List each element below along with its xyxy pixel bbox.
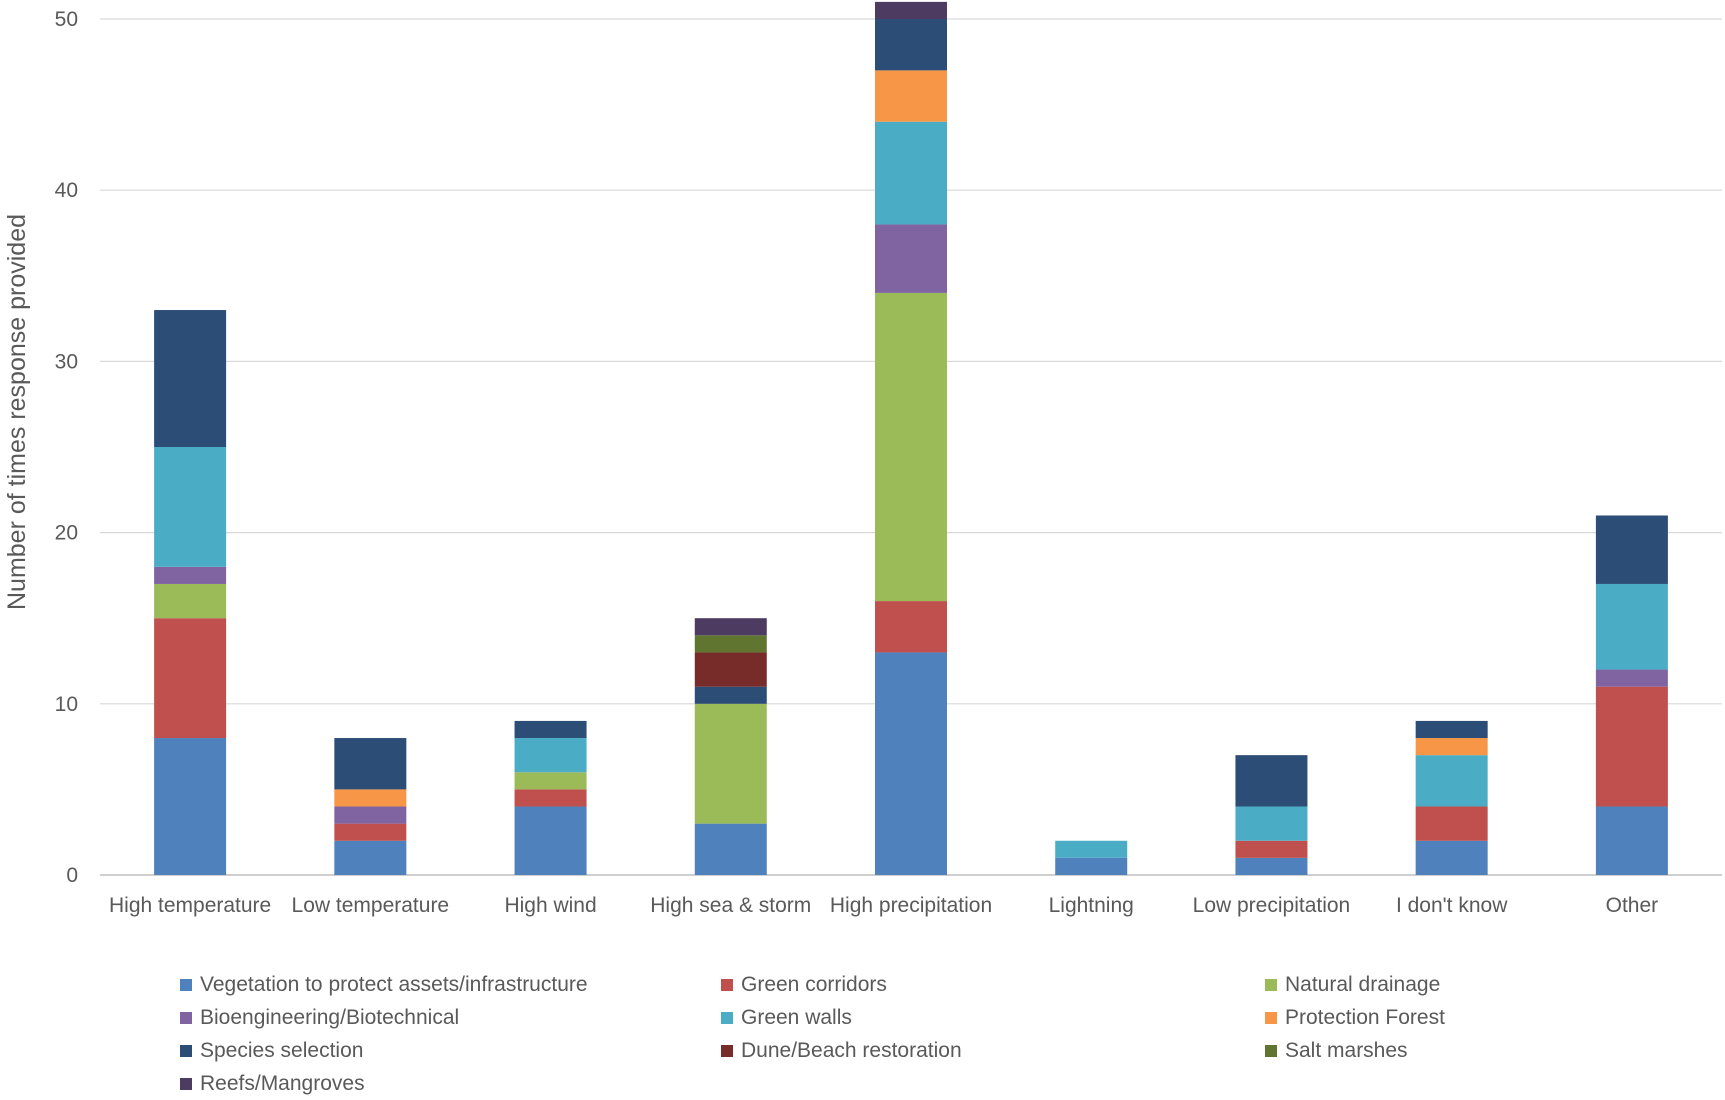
legend-item: Reefs/Mangroves xyxy=(180,1069,365,1099)
bar-segment xyxy=(1595,583,1668,670)
legend-swatch xyxy=(721,1045,733,1057)
bar-segment xyxy=(1055,857,1128,875)
bar-segment xyxy=(334,823,407,841)
stacked-bar-chart: 0 10 20 30 40 50 High temperature Low temperat… xyxy=(3,1,1722,917)
legend-label: Protection Forest xyxy=(1285,1006,1445,1029)
bar-segment xyxy=(875,652,947,875)
bar-segment xyxy=(334,789,407,807)
legend-swatch xyxy=(180,979,192,991)
bar-segment xyxy=(154,618,227,739)
legend-swatch xyxy=(1265,979,1277,991)
legend-item: Vegetation to protect assets/infrastruct… xyxy=(180,970,588,1000)
legend-label: Salt marshes xyxy=(1285,1039,1408,1062)
y-axis-label: Number of times response provided xyxy=(3,214,31,610)
bar-segment xyxy=(694,652,767,687)
bar-segment xyxy=(1415,806,1488,841)
x-tick-label: I don't know xyxy=(1396,894,1508,917)
bar-segment xyxy=(514,720,587,739)
bar-segment xyxy=(694,686,767,704)
bar-segment xyxy=(694,635,767,653)
legend-item: Protection Forest xyxy=(1265,1003,1445,1033)
y-tick-labels: 0 10 20 30 40 50 xyxy=(55,8,78,887)
x-tick-label: Lightning xyxy=(1049,894,1134,917)
bar-segment xyxy=(1415,840,1488,875)
bar-segment xyxy=(875,1,947,20)
bar-segment xyxy=(154,738,227,875)
bar-segment xyxy=(154,310,227,447)
bar-segment xyxy=(1055,840,1128,858)
bar-segment xyxy=(875,292,947,602)
x-tick-label: High wind xyxy=(504,894,596,917)
legend-label: Bioengineering/Biotechnical xyxy=(200,1006,460,1029)
x-tick-label: Low precipitation xyxy=(1193,894,1351,917)
legend-label: Green corridors xyxy=(741,973,887,996)
bar-segment xyxy=(1595,686,1668,807)
bar-segment xyxy=(694,823,767,875)
bar-segment xyxy=(154,447,227,567)
legend-label: Natural drainage xyxy=(1285,973,1441,996)
bar-segment xyxy=(694,618,767,636)
legend-label: Vegetation to protect assets/infrastruct… xyxy=(200,973,588,996)
legend-item: Green corridors xyxy=(721,970,887,1000)
x-tick-labels: High temperature Low temperature High wind… xyxy=(109,894,1658,917)
y-tick-label: 0 xyxy=(66,864,78,887)
legend-label: Reefs/Mangroves xyxy=(200,1072,365,1095)
y-tick-label: 40 xyxy=(55,179,78,202)
legend-swatch xyxy=(180,1012,192,1024)
bar-segment xyxy=(1595,806,1668,875)
x-tick-label: High sea & storm xyxy=(650,894,811,917)
bar-segment xyxy=(154,583,227,619)
legend-label: Green walls xyxy=(741,1006,852,1029)
legend-label: Dune/Beach restoration xyxy=(741,1039,962,1062)
legend-item: Dune/Beach restoration xyxy=(721,1036,962,1066)
y-tick-label: 30 xyxy=(55,350,78,373)
bar-segment xyxy=(875,224,947,293)
y-tick-label: 20 xyxy=(55,522,78,545)
legend-swatch xyxy=(1265,1012,1277,1024)
bar-segment xyxy=(1235,755,1308,807)
legend-item: Bioengineering/Biotechnical xyxy=(180,1003,459,1033)
legend-swatch xyxy=(180,1045,192,1057)
bar-segment xyxy=(1415,720,1488,739)
bar-segment xyxy=(875,19,947,71)
legend-swatch xyxy=(1265,1045,1277,1057)
bar-segment xyxy=(875,601,947,653)
y-tick-label: 10 xyxy=(55,693,78,716)
bar-segment xyxy=(334,806,407,824)
legend-swatch xyxy=(180,1078,192,1090)
bar-segment xyxy=(1235,806,1308,841)
x-tick-label: High precipitation xyxy=(830,894,992,917)
bar-segment xyxy=(1235,857,1308,875)
bar-segment xyxy=(694,703,767,824)
y-tick-label: 50 xyxy=(55,8,78,31)
bar-segment xyxy=(514,772,587,790)
legend-label: Species selection xyxy=(200,1039,364,1062)
bar-segment xyxy=(1595,515,1668,584)
bar-segment xyxy=(334,840,407,875)
bar-segment xyxy=(1415,738,1488,756)
legend-item: Green walls xyxy=(721,1003,852,1033)
legend-swatch xyxy=(721,979,733,991)
bar-segment xyxy=(875,121,947,225)
bar-segment xyxy=(514,738,587,773)
x-tick-label: Low temperature xyxy=(292,894,450,917)
bar-stacks xyxy=(154,1,1668,875)
x-tick-label: High temperature xyxy=(109,894,271,917)
bar-segment xyxy=(1595,669,1668,687)
bar-segment xyxy=(154,566,227,584)
x-tick-label: Other xyxy=(1606,894,1659,917)
bar-segment xyxy=(514,789,587,807)
bar-segment xyxy=(1235,840,1308,858)
legend-swatch xyxy=(721,1012,733,1024)
legend-item: Salt marshes xyxy=(1265,1036,1408,1066)
bar-segment xyxy=(1415,755,1488,807)
bar-segment xyxy=(875,70,947,122)
bar-segment xyxy=(514,806,587,875)
legend-item: Species selection xyxy=(180,1036,363,1066)
legend-item: Natural drainage xyxy=(1265,970,1440,1000)
bar-segment xyxy=(334,738,407,790)
